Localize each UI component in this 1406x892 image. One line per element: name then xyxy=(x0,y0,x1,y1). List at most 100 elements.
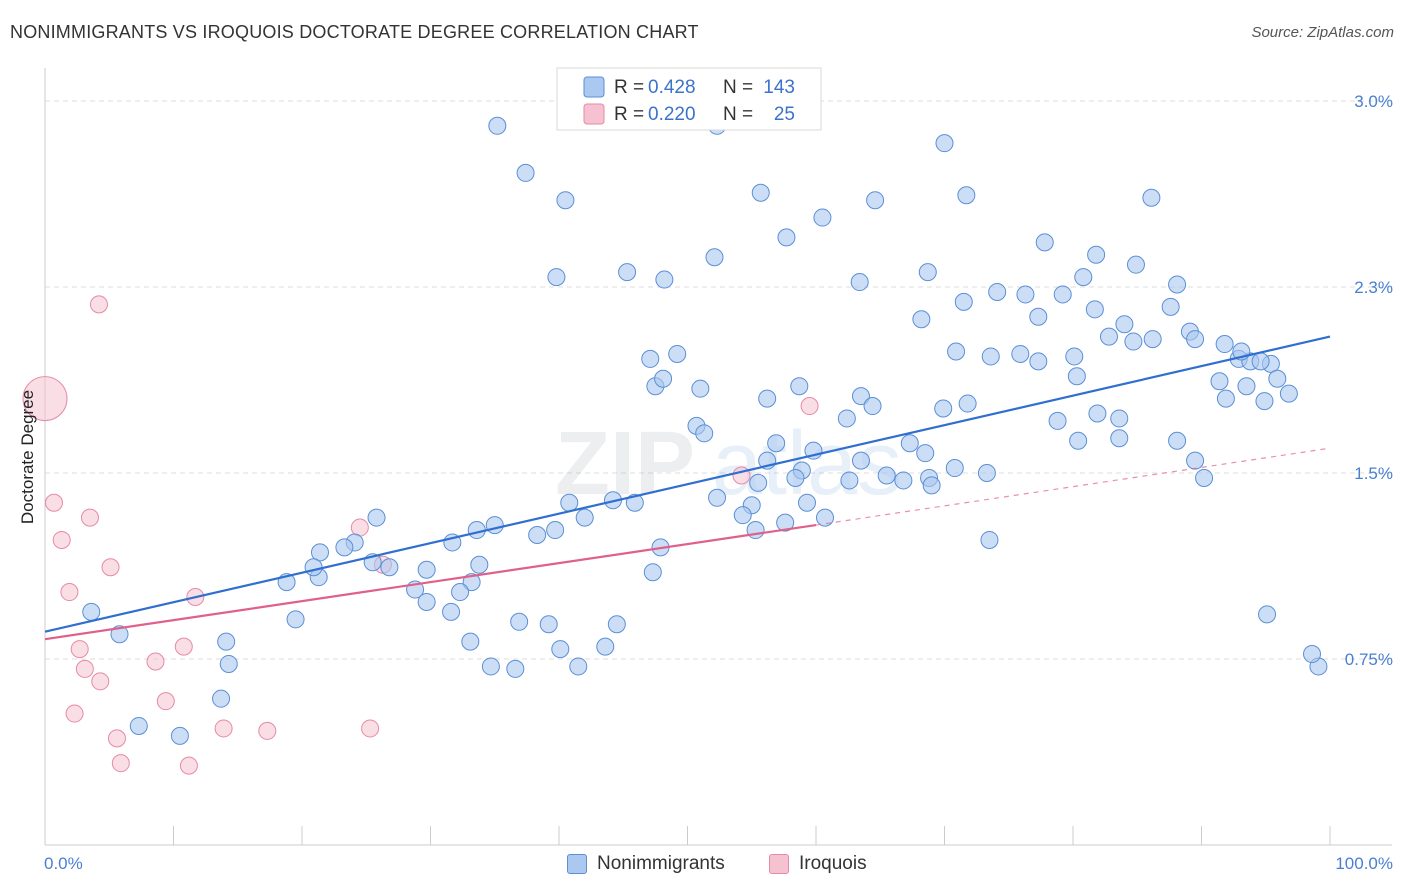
nonimmigrants-point xyxy=(1048,411,1067,430)
nonimmigrants-point xyxy=(212,689,231,708)
y-tick-label-1: 2.3% xyxy=(1354,278,1393,297)
nonimmigrants-point xyxy=(528,526,547,544)
iroquois-point xyxy=(101,558,120,577)
iroquois-point xyxy=(174,637,193,656)
nonimmigrants-point xyxy=(945,459,964,478)
nonimmigrants-point xyxy=(1115,315,1134,334)
x-tick-label-end: 100.0% xyxy=(1335,854,1393,873)
nonimmigrants-point xyxy=(813,208,832,227)
nonimmigrants-point xyxy=(1258,605,1277,624)
nonimmigrants-point xyxy=(837,409,856,428)
nonimmigrants-point xyxy=(481,657,500,676)
legend-item-nonimmigrants[interactable]: Nonimmigrants xyxy=(567,852,725,876)
legend-r-label-2: R = xyxy=(614,104,644,125)
nonimmigrants-point xyxy=(417,592,436,611)
nonimmigrants-point xyxy=(947,342,966,361)
nonimmigrants-trend-line xyxy=(44,335,1331,633)
y-tick-label-2: 1.5% xyxy=(1354,464,1393,483)
nonimmigrants-point xyxy=(1168,275,1187,294)
legend-r-label-1: R = xyxy=(614,77,644,98)
axes-layer xyxy=(44,68,1392,846)
nonimmigrants-point xyxy=(569,657,588,676)
watermark-zip: ZIP xyxy=(555,414,695,514)
nonimmigrants-point xyxy=(934,399,953,418)
iroquois-point xyxy=(111,754,130,773)
nonimmigrants-point xyxy=(82,602,101,621)
iroquois-point xyxy=(65,704,84,723)
nonimmigrants-point xyxy=(980,530,999,549)
source-label: Source: ZipAtlas.com xyxy=(1251,24,1394,41)
nonimmigrants-point xyxy=(751,183,770,202)
nonimmigrants-point xyxy=(217,632,236,651)
legend-n-value-1: 143 xyxy=(763,77,795,98)
legend-n-label-1: N = xyxy=(723,77,753,98)
nonimmigrants-point xyxy=(708,488,727,507)
nonimmigrants-points xyxy=(82,116,1328,745)
iroquois-point xyxy=(80,508,99,527)
nonimmigrants-point xyxy=(1186,451,1205,470)
iroquois-point xyxy=(179,756,198,775)
iroquois-point xyxy=(258,721,277,740)
nonimmigrants-point xyxy=(654,369,673,388)
nonimmigrants-point xyxy=(786,468,805,487)
legend-label-nonimmigrants: Nonimmigrants xyxy=(597,853,725,874)
nonimmigrants-point xyxy=(575,508,594,527)
nonimmigrants-point xyxy=(957,186,976,205)
nonimmigrants-point xyxy=(1069,431,1088,450)
legend-label-iroquois: Iroquois xyxy=(799,853,867,874)
nonimmigrants-point xyxy=(958,394,977,413)
nonimmigrants-point xyxy=(798,493,817,512)
iroquois-trend-extension xyxy=(815,447,1331,526)
nonimmigrants-point xyxy=(954,292,973,311)
nonimmigrants-point xyxy=(625,493,644,512)
nonimmigrants-point xyxy=(1053,285,1072,304)
nonimmigrants-point xyxy=(1035,233,1054,252)
legend-item-iroquois[interactable]: Iroquois xyxy=(769,852,867,876)
nonimmigrants-point xyxy=(815,508,834,527)
nonimmigrants-point xyxy=(304,558,323,577)
stats-legend: R = 0.428 N = 143 R = 0.220 N = 25 xyxy=(556,67,822,131)
nonimmigrants-point xyxy=(335,538,354,557)
nonimmigrants-point xyxy=(547,268,566,287)
nonimmigrants-point xyxy=(367,508,386,527)
nonimmigrants-point xyxy=(691,379,710,398)
nonimmigrants-point xyxy=(935,134,954,153)
nonimmigrants-point xyxy=(462,573,481,592)
nonimmigrants-point xyxy=(510,612,529,631)
iroquois-point xyxy=(361,719,380,738)
nonimmigrants-point xyxy=(607,615,626,634)
nonimmigrants-point xyxy=(977,464,996,482)
nonimmigrants-point xyxy=(916,444,935,463)
nonimmigrants-point xyxy=(310,543,329,562)
iroquois-point xyxy=(107,729,126,748)
nonimmigrants-point xyxy=(767,434,786,453)
nonimmigrants-point xyxy=(461,632,480,651)
nonimmigrants-point xyxy=(442,602,461,621)
grid-layer xyxy=(45,100,1392,660)
nonimmigrants-point xyxy=(758,389,777,408)
iroquois-point xyxy=(214,719,233,738)
trend-lines xyxy=(44,335,1331,641)
nonimmigrants-point xyxy=(776,513,795,532)
watermark: ZIP atlas xyxy=(555,414,902,514)
nonimmigrants-point xyxy=(539,615,558,634)
nonimmigrants-point xyxy=(1110,429,1129,448)
nonimmigrants-point xyxy=(1029,352,1048,371)
x-tick-label-start: 0.0% xyxy=(44,854,83,873)
nonimmigrants-point xyxy=(1126,255,1145,274)
iroquois-point xyxy=(156,692,175,711)
nonimmigrants-point xyxy=(1210,372,1229,391)
nonimmigrants-point xyxy=(988,282,1007,301)
y-tick-label-3: 0.75% xyxy=(1345,650,1393,669)
nonimmigrants-point xyxy=(695,424,714,443)
nonimmigrants-point xyxy=(129,716,148,735)
nonimmigrants-point xyxy=(733,506,752,525)
series-legend: Nonimmigrants Iroquois xyxy=(0,852,1406,878)
nonimmigrants-point xyxy=(170,726,189,745)
nonimmigrants-point xyxy=(851,387,870,406)
nonimmigrants-point xyxy=(1016,285,1035,304)
nonimmigrants-point xyxy=(790,377,809,396)
nonimmigrants-point xyxy=(556,191,575,210)
nonimmigrants-point xyxy=(1143,330,1162,349)
